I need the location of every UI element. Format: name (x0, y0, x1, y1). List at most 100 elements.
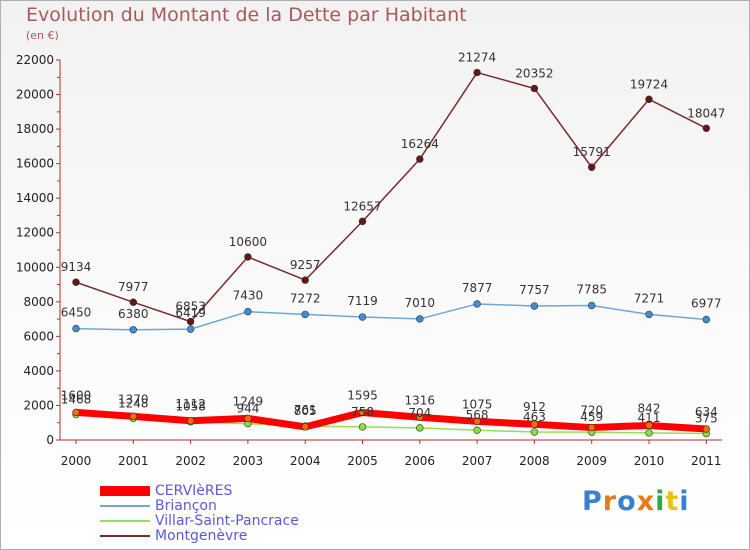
data-point (186, 317, 195, 326)
data-label: 7119 (347, 294, 378, 308)
brand-letter: r (602, 486, 618, 517)
data-label: 9134 (61, 260, 92, 274)
data-label: 912 (523, 400, 546, 414)
data-label: 1370 (118, 392, 149, 406)
data-label: 21274 (458, 51, 496, 65)
data-point (702, 315, 710, 324)
data-point (244, 307, 252, 316)
data-point (473, 426, 481, 434)
data-label: 7877 (462, 281, 493, 295)
data-point (244, 414, 252, 423)
y-tick-label: 12000 (16, 226, 54, 240)
brand-letter: i (679, 486, 690, 517)
chart-subtitle: (en €) (26, 29, 59, 42)
data-point (358, 408, 367, 417)
y-tick-label: 10000 (16, 260, 54, 274)
data-label: 1595 (347, 388, 378, 402)
data-point (358, 313, 367, 321)
data-point (358, 217, 367, 226)
data-label: 1075 (462, 397, 493, 411)
data-point (416, 155, 424, 163)
data-point (587, 423, 596, 432)
data-point (186, 325, 195, 333)
y-tick-label: 4000 (23, 364, 54, 378)
series-line-3 (75, 71, 707, 323)
y-tick-label: 16000 (16, 157, 54, 171)
data-label: 1112 (175, 397, 206, 411)
data-point (702, 124, 710, 132)
x-tick-label: 2003 (233, 454, 264, 468)
y-tick-label: 2000 (23, 398, 54, 412)
data-point (530, 428, 539, 436)
data-point (301, 423, 309, 431)
x-tick-label: 2001 (118, 454, 149, 468)
proxiti-logo: Proxiti (582, 486, 690, 517)
series-line-1 (75, 303, 707, 331)
x-tick-label: 2005 (347, 454, 378, 468)
legend-label: Montgenèvre (155, 528, 248, 544)
data-label: 7271 (634, 291, 665, 305)
data-label: 7977 (118, 280, 149, 294)
data-label: 7757 (519, 283, 550, 297)
data-point (129, 298, 138, 306)
data-point (72, 324, 80, 333)
brand-letter: x (636, 486, 656, 517)
y-tick-label: 20000 (16, 88, 54, 102)
data-point (530, 420, 539, 428)
data-point (473, 300, 481, 308)
data-label: 463 (523, 410, 546, 424)
data-label: 6380 (118, 307, 149, 321)
data-label: 1600 (61, 388, 92, 402)
data-label: 704 (408, 406, 431, 420)
data-label: 1058 (175, 400, 206, 414)
x-tick-label: 2008 (519, 454, 550, 468)
data-label: 459 (580, 410, 603, 424)
data-label: 1249 (233, 394, 264, 408)
data-label: 1468 (61, 393, 92, 407)
y-tick-label: 0 (46, 433, 54, 447)
legend-label: Villar-Saint-Pancrace (155, 513, 299, 529)
data-point (530, 84, 539, 93)
data-point (416, 424, 424, 432)
data-label: 568 (466, 408, 489, 422)
y-tick-label: 8000 (23, 295, 54, 309)
x-tick-label: 2002 (175, 454, 206, 468)
data-point (72, 278, 80, 286)
data-label: 1248 (118, 396, 149, 410)
data-point (587, 163, 596, 171)
legend-label: Briançon (155, 498, 217, 514)
x-tick-label: 2006 (405, 454, 436, 468)
data-point (129, 326, 138, 334)
data-label: 7430 (233, 289, 264, 303)
x-tick-label: 2011 (691, 454, 722, 468)
data-label: 758 (351, 405, 374, 419)
y-tick-label: 6000 (23, 329, 54, 343)
legend-swatch (100, 520, 150, 522)
x-tick-label: 2000 (61, 454, 92, 468)
brand-letter: P (582, 486, 603, 517)
data-label: 1316 (405, 393, 436, 407)
data-point (645, 95, 653, 104)
data-point (473, 417, 481, 426)
data-label: 9257 (290, 258, 321, 272)
data-label: 7785 (576, 283, 607, 297)
data-label: 6853 (175, 300, 206, 314)
legend-label: CERVIèRES (155, 483, 233, 499)
data-label: 18047 (687, 106, 725, 120)
data-label: 761 (294, 403, 317, 417)
data-label: 20352 (515, 66, 553, 80)
data-label: 10600 (229, 235, 267, 249)
data-point (358, 423, 367, 431)
data-label: 12657 (343, 199, 381, 213)
data-point (645, 421, 653, 430)
data-label: 6977 (691, 296, 722, 310)
x-tick-label: 2009 (576, 454, 607, 468)
data-point (301, 310, 309, 319)
series-line-0 (75, 408, 707, 433)
data-label: 944 (236, 402, 259, 416)
data-label: 805 (294, 404, 317, 418)
legend-swatch (100, 535, 150, 537)
data-label: 15791 (573, 145, 611, 159)
